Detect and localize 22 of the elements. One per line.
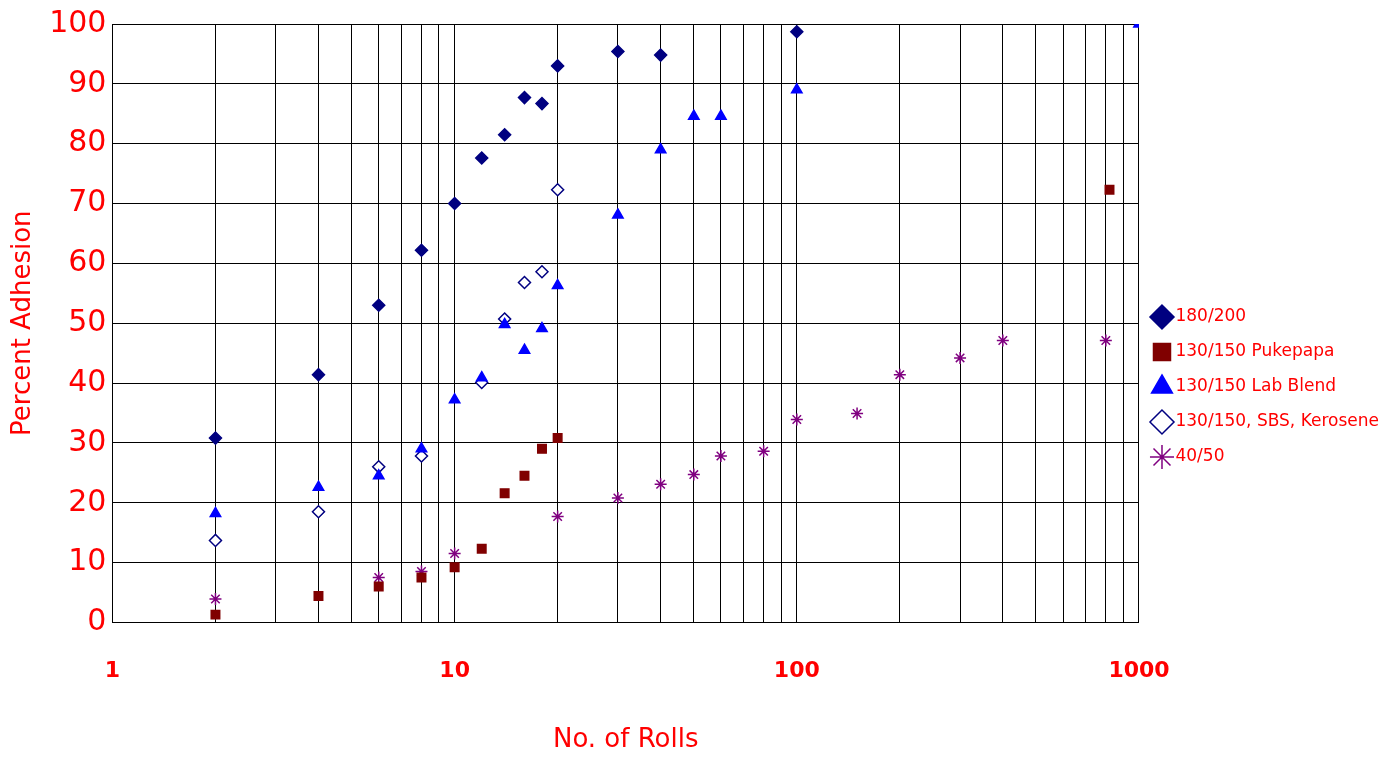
legend-label: 130/150, SBS, Kerosene	[1175, 410, 1380, 431]
x-axis-title: No. of Rolls	[552, 723, 699, 754]
y-tick-label: 90	[68, 63, 107, 99]
y-axis-title: Percent Adhesion	[6, 210, 37, 436]
y-tick-label: 70	[68, 183, 107, 219]
legend-label: 130/150 Pukepapa	[1175, 340, 1335, 361]
y-tick-label: 20	[68, 482, 107, 518]
x-tick-label: 100	[773, 657, 820, 683]
legend-label: 40/50	[1175, 445, 1225, 466]
x-tick-label: 1	[104, 657, 121, 683]
legend-label: 180/200	[1175, 305, 1247, 326]
y-tick-label: 10	[68, 542, 107, 578]
y-tick-label: 100	[49, 3, 107, 39]
y-tick-label: 80	[68, 123, 107, 159]
legend-label: 130/150 Lab Blend	[1175, 375, 1337, 396]
y-tick-label: 30	[68, 422, 107, 458]
x-tick-label: 1000	[1108, 657, 1170, 683]
y-tick-label: 60	[68, 243, 107, 279]
x-tick-label: 10	[439, 657, 470, 683]
y-tick-label: 50	[68, 303, 107, 338]
y-tick-label: 0	[87, 602, 107, 638]
y-tick-label: 40	[68, 362, 107, 398]
